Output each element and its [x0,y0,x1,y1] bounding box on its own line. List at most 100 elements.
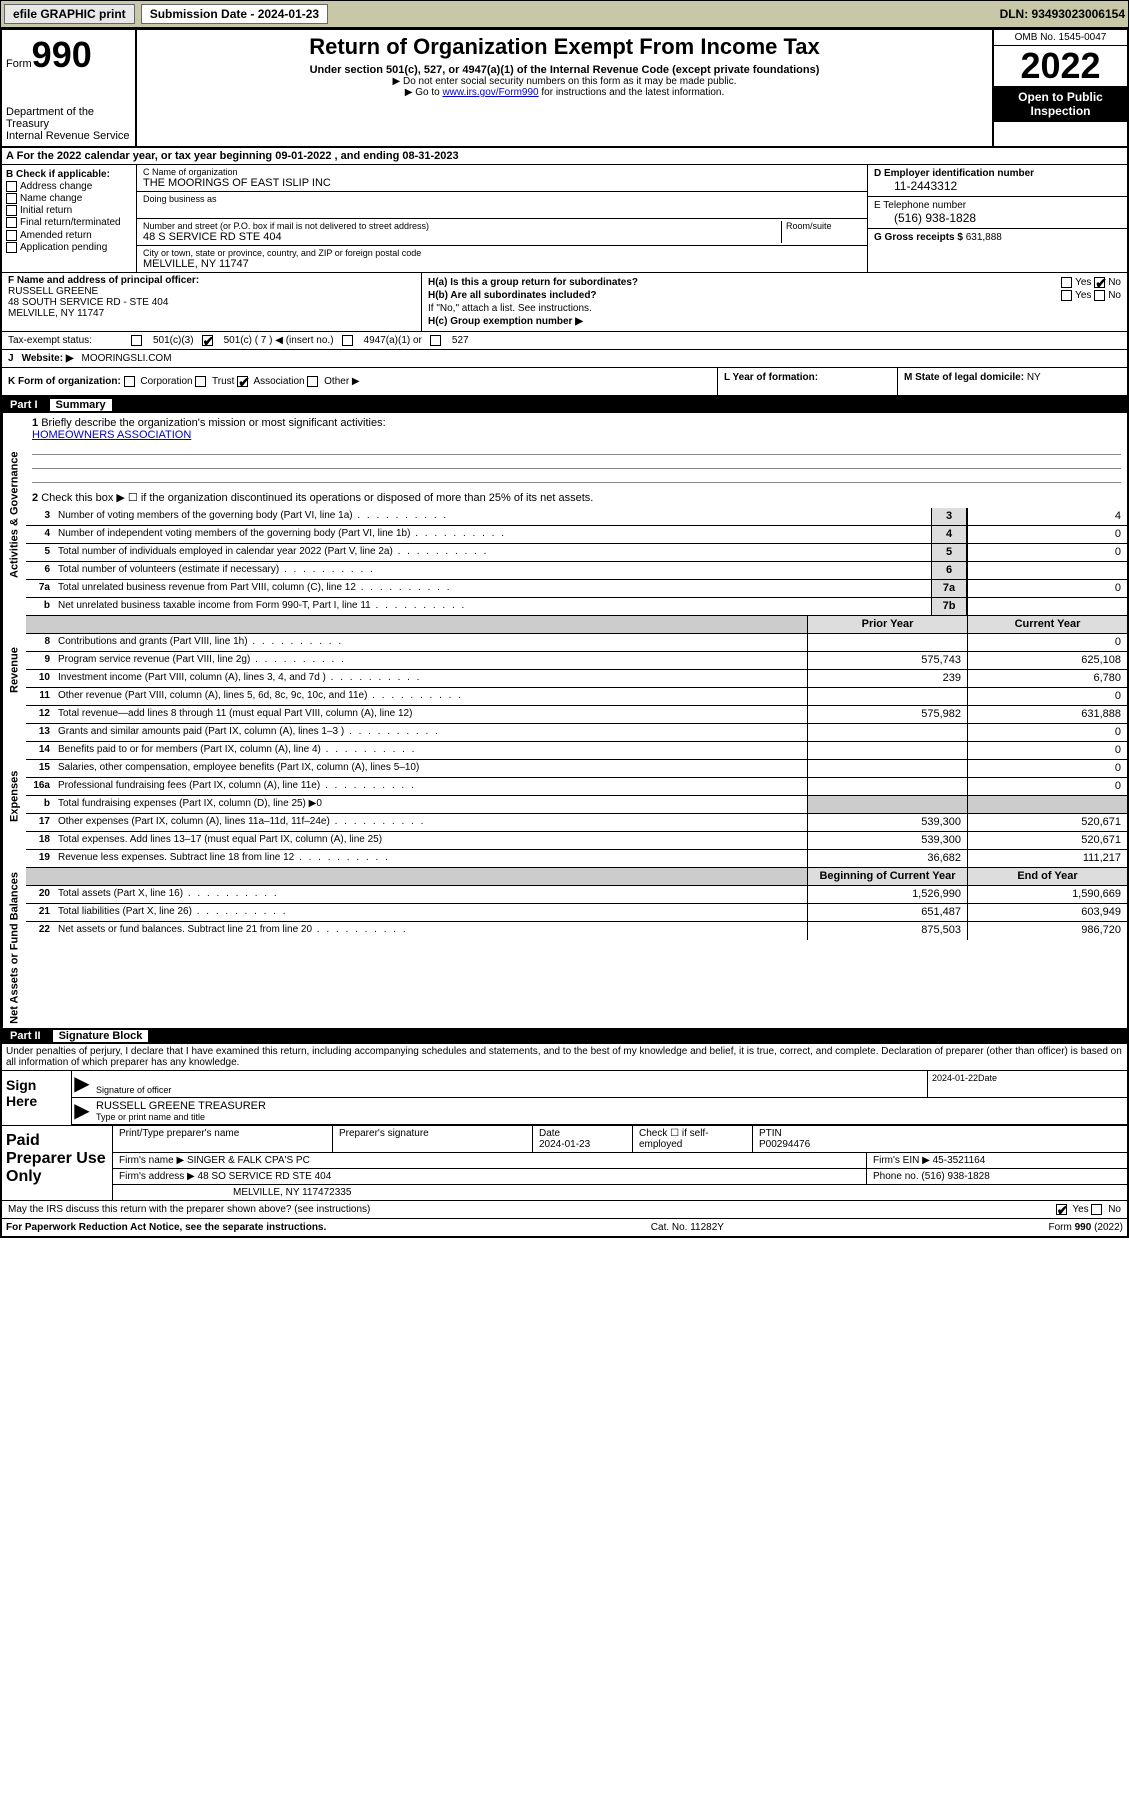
i-o3: 4947(a)(1) or [364,335,422,346]
prep-date: 2024-01-23 [539,1139,590,1150]
prep-h3: Date [539,1128,560,1139]
officer-addr2: MELVILLE, NY 11747 [8,308,415,319]
phone-value: (516) 938-1828 [874,211,1121,225]
k-trust: Trust [212,376,234,387]
vtab-governance: Activities & Governance [2,413,26,616]
ha-no[interactable]: No [1108,277,1121,288]
part1-title: Summary [50,399,112,411]
l20-p: 1,526,990 [807,886,967,903]
l9-p: 575,743 [807,652,967,669]
l12-t: Total revenue—add lines 8 through 11 (mu… [54,706,807,723]
may-no-cb[interactable] [1091,1204,1102,1215]
footer-mid: Cat. No. 11282Y [651,1222,724,1233]
website-value: MOORINGSLI.COM [82,353,172,364]
cb-final-return[interactable]: Final return/terminated [6,217,132,228]
block-l: L Year of formation: [717,368,897,395]
open-public-badge: Open to Public Inspection [994,86,1127,122]
cb-address-change[interactable]: Address change [6,181,132,192]
l5-text: Total number of individuals employed in … [54,544,931,561]
city-label: City or town, state or province, country… [143,248,861,258]
l6-text: Total number of volunteers (estimate if … [54,562,931,579]
hb-label: H(b) Are all subordinates included? [428,290,597,301]
block-deg: D Employer identification number 11-2443… [867,165,1127,272]
efile-print-button[interactable]: efile GRAPHIC print [4,4,135,24]
col-begin-year: Beginning of Current Year [807,868,967,885]
l3-text: Number of voting members of the governin… [54,508,931,525]
form-number: 990 [32,34,92,75]
cb-amended-return[interactable]: Amended return [6,230,132,241]
e-label: E Telephone number [874,200,1121,211]
part2-title: Signature Block [53,1030,149,1042]
may-discuss-text: May the IRS discuss this return with the… [8,1204,370,1215]
cb-corp[interactable] [124,376,135,387]
hb-yes[interactable]: Yes [1075,290,1091,301]
cb-501c[interactable] [202,335,213,346]
cb-initial-return[interactable]: Initial return [6,205,132,216]
l12-c: 631,888 [967,706,1127,723]
phone-label: Phone no. [873,1171,919,1182]
arrow-icon: ▶ [72,1098,92,1124]
l22-p: 875,503 [807,922,967,940]
sig-officer-label: Signature of officer [96,1085,171,1095]
cb-527[interactable] [430,335,441,346]
l19-t: Revenue less expenses. Subtract line 18 … [54,850,807,867]
warn2-pre: ▶ Go to [405,87,443,98]
d-label: D Employer identification number [874,168,1121,179]
cb-other[interactable] [307,376,318,387]
l8-p [807,634,967,651]
l14-p [807,742,967,759]
ha-yes[interactable]: Yes [1075,277,1091,288]
l3-n: 3 [931,508,967,525]
g-label: G Gross receipts $ [874,232,963,243]
top-toolbar: efile GRAPHIC print Submission Date - 20… [0,0,1129,28]
l18-t: Total expenses. Add lines 13–17 (must eq… [54,832,807,849]
summary-expenses: Expenses 13Grants and similar amounts pa… [2,724,1127,868]
room-label: Room/suite [786,221,861,231]
cb-assoc[interactable] [237,376,248,387]
ein-value: 11-2443312 [874,179,1121,193]
row-i: Tax-exempt status: 501(c)(3) 501(c) ( 7 … [2,332,1127,350]
cb-501c3[interactable] [131,335,142,346]
hb-no[interactable]: No [1108,290,1121,301]
l11-c: 0 [967,688,1127,705]
sign-here-label: Sign Here [2,1071,72,1125]
l-label: L Year of formation: [724,372,818,383]
l15-t: Salaries, other compensation, employee b… [54,760,807,777]
cb-trust[interactable] [195,376,206,387]
part2-num: Part II [10,1030,41,1042]
c-name-label: C Name of organization [143,167,861,177]
footer-right: Form 990 (2022) [1049,1222,1123,1233]
mission-link[interactable]: HOMEOWNERS ASSOCIATION [32,429,191,441]
part2-header: Part II Signature Block [2,1028,1127,1044]
l17-p: 539,300 [807,814,967,831]
website-label: Website: ▶ [22,353,74,364]
l18-p: 539,300 [807,832,967,849]
l11-t: Other revenue (Part VIII, column (A), li… [54,688,807,705]
l5-n: 5 [931,544,967,561]
col-prior-year: Prior Year [807,616,967,633]
vtab-expenses: Expenses [2,724,26,868]
l16b-t: Total fundraising expenses (Part IX, col… [54,796,807,813]
cb-4947[interactable] [342,335,353,346]
cb-name-change[interactable]: Name change [6,193,132,204]
block-h: H(a) Is this a group return for subordin… [422,273,1127,331]
firm-addr1: 48 SO SERVICE RD STE 404 [198,1171,332,1182]
firm-addr-label: Firm's address ▶ [119,1171,195,1182]
block-f: F Name and address of principal officer:… [2,273,422,331]
sign-date: 2024-01-22 [932,1073,978,1083]
col-current-year: Current Year [967,616,1127,633]
l19-c: 111,217 [967,850,1127,867]
line-a: A For the 2022 calendar year, or tax yea… [2,148,1127,165]
j-label: J [8,353,14,364]
form-title-box: Return of Organization Exempt From Incom… [137,30,992,146]
prep-h4[interactable]: Check ☐ if self-employed [633,1126,753,1152]
l16a-p [807,778,967,795]
may-yes-cb[interactable] [1056,1204,1067,1215]
summary-governance: Activities & Governance 1 Briefly descri… [2,413,1127,616]
sign-date-label: Date [978,1073,997,1083]
irs-link[interactable]: www.irs.gov/Form990 [442,87,538,98]
cb-application-pending[interactable]: Application pending [6,242,132,253]
l17-t: Other expenses (Part IX, column (A), lin… [54,814,807,831]
l10-c: 6,780 [967,670,1127,687]
form-subtitle: Under section 501(c), 527, or 4947(a)(1)… [145,64,984,76]
